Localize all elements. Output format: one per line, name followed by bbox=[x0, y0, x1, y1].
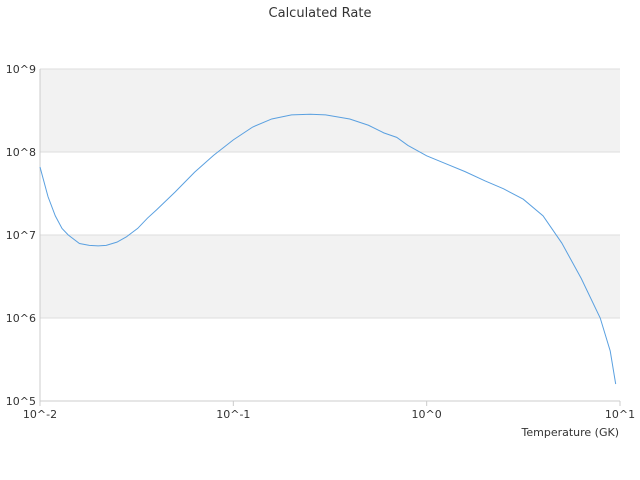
x-tick-label: 10^-2 bbox=[23, 408, 57, 421]
grid-band bbox=[40, 318, 620, 401]
y-tick-label: 10^5 bbox=[6, 395, 36, 408]
grid-bands bbox=[40, 69, 620, 401]
rate-series-line bbox=[39, 113, 617, 385]
x-axis-label: Temperature (GK) bbox=[521, 426, 620, 439]
y-tick-label: 10^9 bbox=[6, 63, 36, 76]
series-group bbox=[39, 113, 617, 385]
chart-title: Calculated Rate bbox=[269, 6, 372, 21]
x-tick-label: 10^0 bbox=[412, 408, 442, 421]
x-axis: 10^-2 10^-1 10^0 10^1 bbox=[23, 400, 635, 421]
grid-band bbox=[40, 235, 620, 318]
y-axis: 10^5 10^6 10^7 10^8 10^9 bbox=[6, 63, 41, 408]
y-tick-label: 10^7 bbox=[6, 229, 36, 242]
grid-band bbox=[40, 152, 620, 235]
x-tick-label: 10^1 bbox=[605, 408, 635, 421]
grid-band bbox=[40, 69, 620, 152]
x-tick-label: 10^-1 bbox=[216, 408, 250, 421]
y-tick-label: 10^8 bbox=[6, 146, 36, 159]
y-tick-label: 10^6 bbox=[6, 312, 36, 325]
